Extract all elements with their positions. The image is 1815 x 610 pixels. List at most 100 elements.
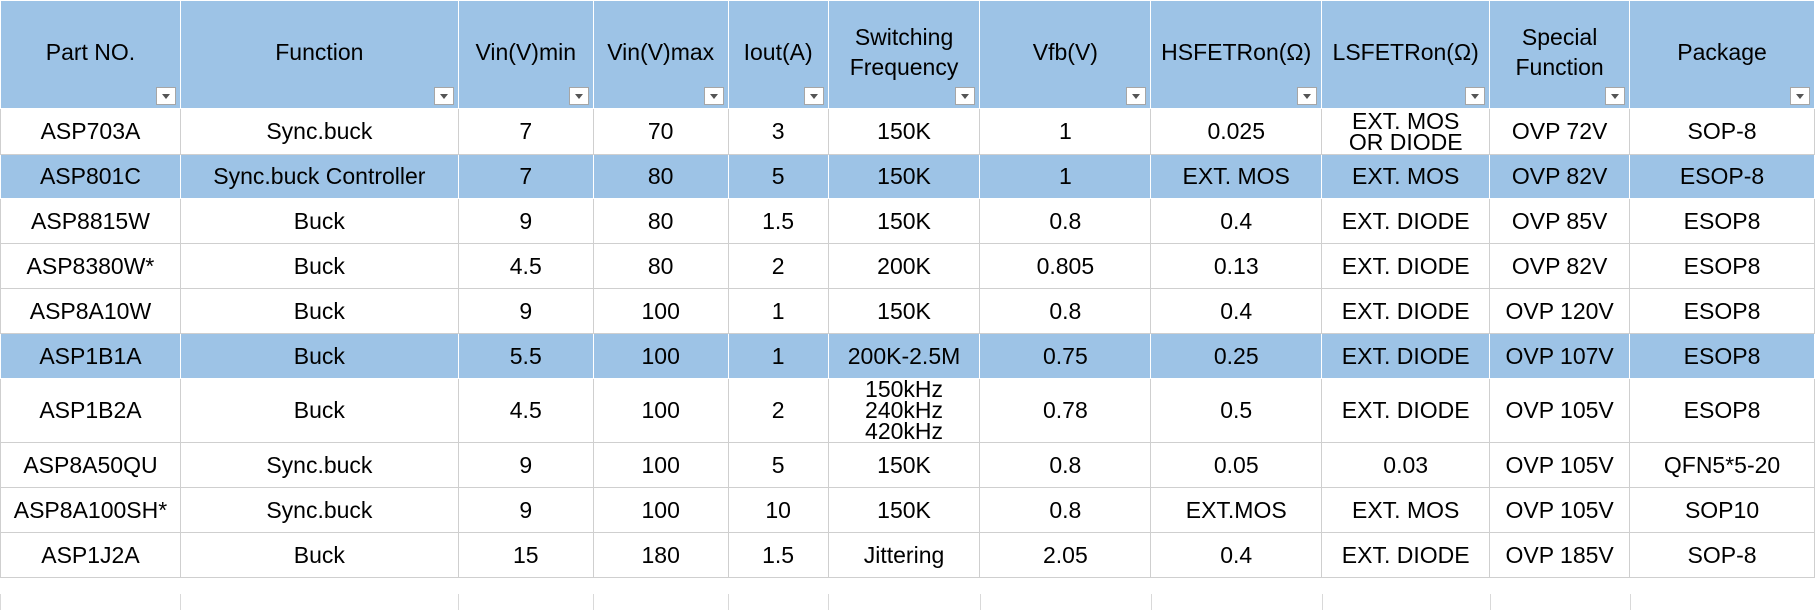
cell-switching-frequency[interactable]: 150kHz 240kHz 420kHz bbox=[827, 378, 981, 443]
cell-switching-frequency[interactable]: 150K bbox=[827, 288, 981, 334]
cell-special-function[interactable]: OVP 105V bbox=[1489, 378, 1631, 443]
column-header-package[interactable]: Package bbox=[1629, 0, 1815, 109]
cell-lsfet-ron[interactable]: EXT. DIODE bbox=[1321, 198, 1491, 244]
cell-hsfet-ron[interactable]: 0.25 bbox=[1150, 333, 1323, 379]
filter-dropdown-button[interactable] bbox=[803, 87, 824, 105]
cell-function[interactable]: Buck bbox=[179, 243, 459, 289]
cell-iout[interactable]: 2 bbox=[727, 243, 829, 289]
cell-vin-max[interactable]: 100 bbox=[592, 378, 729, 443]
cell-lsfet-ron[interactable]: EXT. MOS bbox=[1321, 154, 1491, 199]
cell-switching-frequency[interactable]: 200K bbox=[827, 243, 981, 289]
filter-dropdown-button[interactable] bbox=[1126, 87, 1147, 105]
cell-vin-min[interactable]: 9 bbox=[457, 442, 594, 488]
cell-vin-max[interactable]: 80 bbox=[592, 198, 729, 244]
column-header-special-function[interactable]: Special Function bbox=[1489, 0, 1631, 109]
cell-function[interactable]: Buck bbox=[179, 532, 459, 578]
cell-vin-max[interactable]: 180 bbox=[592, 532, 729, 578]
cell-special-function[interactable]: OVP 105V bbox=[1489, 442, 1631, 488]
cell-function[interactable]: Sync.buck bbox=[179, 442, 459, 488]
cell-special-function[interactable]: OVP 185V bbox=[1489, 532, 1631, 578]
cell-lsfet-ron[interactable]: EXT. DIODE bbox=[1321, 378, 1491, 443]
cell-package[interactable]: ESOP8 bbox=[1629, 198, 1815, 244]
cell-vin-max[interactable]: 100 bbox=[592, 288, 729, 334]
cell-part-no[interactable]: ASP8380W* bbox=[0, 243, 181, 289]
table-row[interactable]: ASP8380W* Buck 4.5 80 2 200K 0.805 0.13 EXT. DIO… bbox=[0, 243, 1815, 289]
cell-special-function[interactable]: OVP 85V bbox=[1489, 198, 1631, 244]
cell-hsfet-ron[interactable]: 0.5 bbox=[1150, 378, 1323, 443]
cell-vin-min[interactable]: 5.5 bbox=[457, 333, 594, 379]
column-header-part-no[interactable]: Part NO. bbox=[0, 0, 181, 109]
table-row[interactable]: ASP8815W Buck 9 80 1.5 150K 0.8 0.4 EXT. DIODE OV… bbox=[0, 198, 1815, 244]
table-row[interactable]: ASP801C Sync.buck Controller 7 80 5 150K 1 EXT.… bbox=[0, 154, 1815, 199]
column-header-lsfet-ron[interactable]: LSFETRon(Ω) bbox=[1321, 0, 1491, 109]
table-row[interactable]: ASP8A100SH* Sync.buck 9 100 10 150K 0.8 EXT.MOS… bbox=[0, 487, 1815, 533]
cell-package[interactable]: ESOP-8 bbox=[1629, 154, 1815, 199]
cell-vin-min[interactable]: 4.5 bbox=[457, 378, 594, 443]
cell-vfb[interactable]: 0.75 bbox=[979, 333, 1152, 379]
cell-switching-frequency[interactable]: 150K bbox=[827, 487, 981, 533]
cell-special-function[interactable]: OVP 107V bbox=[1489, 333, 1631, 379]
cell-part-no[interactable]: ASP1J2A bbox=[0, 532, 181, 578]
column-header-iout[interactable]: Iout(A) bbox=[727, 0, 829, 109]
cell-hsfet-ron[interactable]: 0.13 bbox=[1150, 243, 1323, 289]
cell-package[interactable]: SOP-8 bbox=[1629, 108, 1815, 155]
table-row[interactable]: ASP1B1A Buck 5.5 100 1 200K-2.5M 0.75 0.25 EXT. … bbox=[0, 333, 1815, 379]
cell-vin-min[interactable]: 7 bbox=[457, 108, 594, 155]
cell-special-function[interactable]: OVP 82V bbox=[1489, 154, 1631, 199]
column-header-vfb[interactable]: Vfb(V) bbox=[979, 0, 1152, 109]
cell-lsfet-ron[interactable]: EXT. MOS OR DIODE bbox=[1321, 108, 1491, 155]
filter-dropdown-button[interactable] bbox=[1790, 87, 1810, 105]
cell-vfb[interactable]: 1 bbox=[979, 154, 1152, 199]
cell-iout[interactable]: 1.5 bbox=[727, 532, 829, 578]
column-header-function[interactable]: Function bbox=[179, 0, 459, 109]
cell-special-function[interactable]: OVP 120V bbox=[1489, 288, 1631, 334]
cell-vfb[interactable]: 2.05 bbox=[979, 532, 1152, 578]
cell-hsfet-ron[interactable]: EXT.MOS bbox=[1150, 487, 1323, 533]
column-header-vin-min[interactable]: Vin(V)min bbox=[457, 0, 594, 109]
cell-vfb[interactable]: 0.78 bbox=[979, 378, 1152, 443]
cell-switching-frequency[interactable]: 150K bbox=[827, 198, 981, 244]
cell-part-no[interactable]: ASP1B1A bbox=[0, 333, 181, 379]
cell-package[interactable]: ESOP8 bbox=[1629, 333, 1815, 379]
cell-part-no[interactable]: ASP703A bbox=[0, 108, 181, 155]
cell-vfb[interactable]: 0.805 bbox=[979, 243, 1152, 289]
cell-lsfet-ron[interactable]: EXT. DIODE bbox=[1321, 333, 1491, 379]
cell-iout[interactable]: 1.5 bbox=[727, 198, 829, 244]
cell-lsfet-ron[interactable]: EXT. MOS bbox=[1321, 487, 1491, 533]
filter-dropdown-button[interactable] bbox=[703, 87, 724, 105]
cell-vin-max[interactable]: 100 bbox=[592, 487, 729, 533]
cell-hsfet-ron[interactable]: EXT. MOS bbox=[1150, 154, 1323, 199]
cell-lsfet-ron[interactable]: 0.03 bbox=[1321, 442, 1491, 488]
cell-vin-max[interactable]: 70 bbox=[592, 108, 729, 155]
cell-hsfet-ron[interactable]: 0.025 bbox=[1150, 108, 1323, 155]
cell-vin-min[interactable]: 7 bbox=[457, 154, 594, 199]
column-header-switching-frequency[interactable]: Switching Frequency bbox=[827, 0, 981, 109]
cell-package[interactable]: QFN5*5-20 bbox=[1629, 442, 1815, 488]
cell-part-no[interactable]: ASP8815W bbox=[0, 198, 181, 244]
cell-vin-max[interactable]: 100 bbox=[592, 442, 729, 488]
cell-package[interactable]: SOP10 bbox=[1629, 487, 1815, 533]
cell-special-function[interactable]: OVP 105V bbox=[1489, 487, 1631, 533]
filter-dropdown-button[interactable] bbox=[155, 87, 176, 105]
cell-iout[interactable]: 5 bbox=[727, 442, 829, 488]
cell-switching-frequency[interactable]: 150K bbox=[827, 154, 981, 199]
cell-vin-min[interactable]: 9 bbox=[457, 288, 594, 334]
filter-dropdown-button[interactable] bbox=[433, 87, 454, 105]
cell-switching-frequency[interactable]: 150K bbox=[827, 108, 981, 155]
cell-iout[interactable]: 3 bbox=[727, 108, 829, 155]
cell-function[interactable]: Sync.buck Controller bbox=[179, 154, 459, 199]
cell-switching-frequency[interactable]: 150K bbox=[827, 442, 981, 488]
filter-dropdown-button[interactable] bbox=[1297, 87, 1318, 105]
cell-iout[interactable]: 5 bbox=[727, 154, 829, 199]
cell-switching-frequency[interactable]: Jittering bbox=[827, 532, 981, 578]
filter-dropdown-button[interactable] bbox=[955, 87, 976, 105]
cell-hsfet-ron[interactable]: 0.4 bbox=[1150, 198, 1323, 244]
cell-package[interactable]: ESOP8 bbox=[1629, 243, 1815, 289]
table-row[interactable]: ASP1J2A Buck 15 180 1.5 Jittering 2.05 0.4 EXT. … bbox=[0, 532, 1815, 578]
cell-vin-min[interactable]: 9 bbox=[457, 487, 594, 533]
cell-vin-min[interactable]: 9 bbox=[457, 198, 594, 244]
cell-function[interactable]: Buck bbox=[179, 333, 459, 379]
cell-hsfet-ron[interactable]: 0.05 bbox=[1150, 442, 1323, 488]
cell-vfb[interactable]: 1 bbox=[979, 108, 1152, 155]
cell-part-no[interactable]: ASP801C bbox=[0, 154, 181, 199]
